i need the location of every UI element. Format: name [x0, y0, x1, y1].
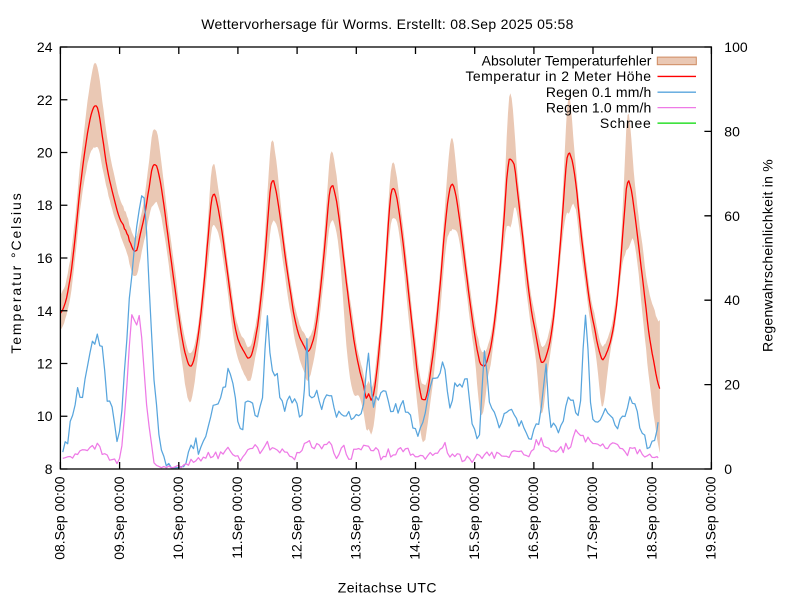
svg-text:22: 22: [37, 92, 53, 108]
svg-text:15.Sep 00:00: 15.Sep 00:00: [466, 476, 482, 560]
svg-text:Regenwahrscheinlichkeit in %: Regenwahrscheinlichkeit in %: [760, 159, 776, 352]
svg-text:Schnee: Schnee: [600, 115, 652, 131]
svg-text:20: 20: [37, 145, 53, 161]
svg-text:19.Sep 00:00: 19.Sep 00:00: [703, 476, 719, 560]
svg-text:Regen 0.1 mm/h: Regen 0.1 mm/h: [546, 84, 652, 100]
svg-text:14.Sep 00:00: 14.Sep 00:00: [407, 476, 423, 560]
svg-text:8: 8: [45, 461, 53, 477]
svg-text:40: 40: [724, 292, 740, 308]
svg-text:0: 0: [724, 461, 732, 477]
svg-text:17.Sep 00:00: 17.Sep 00:00: [584, 476, 600, 560]
svg-text:13.Sep 00:00: 13.Sep 00:00: [348, 476, 364, 560]
svg-text:12: 12: [37, 356, 53, 372]
svg-text:Wettervorhersage für Worms. Er: Wettervorhersage für Worms. Erstellt: 08…: [201, 16, 573, 32]
svg-text:12.Sep 00:00: 12.Sep 00:00: [288, 476, 304, 560]
svg-text:11.Sep 00:00: 11.Sep 00:00: [229, 476, 245, 558]
svg-text:Absoluter Temperaturfehler: Absoluter Temperaturfehler: [482, 53, 652, 69]
svg-text:60: 60: [724, 208, 740, 224]
svg-text:24: 24: [37, 39, 53, 55]
svg-text:10: 10: [37, 408, 53, 424]
svg-text:80: 80: [724, 123, 740, 139]
svg-text:Temperatur °Celsius: Temperatur °Celsius: [8, 191, 24, 353]
svg-text:100: 100: [724, 39, 748, 55]
svg-text:10.Sep 00:00: 10.Sep 00:00: [170, 476, 186, 560]
svg-text:16: 16: [37, 250, 53, 266]
svg-text:20: 20: [724, 377, 740, 393]
svg-text:Temperatur in 2 Meter Höhe: Temperatur in 2 Meter Höhe: [465, 68, 651, 84]
svg-text:Regen 1.0 mm/h: Regen 1.0 mm/h: [546, 99, 652, 115]
svg-text:16.Sep 00:00: 16.Sep 00:00: [525, 476, 541, 560]
svg-text:Zeitachse UTC: Zeitachse UTC: [338, 580, 437, 596]
svg-text:14: 14: [37, 303, 53, 319]
svg-text:08.Sep 00:00: 08.Sep 00:00: [52, 476, 68, 560]
svg-text:18.Sep 00:00: 18.Sep 00:00: [643, 476, 659, 560]
svg-text:18: 18: [37, 197, 53, 213]
svg-text:09.Sep 00:00: 09.Sep 00:00: [111, 476, 127, 560]
